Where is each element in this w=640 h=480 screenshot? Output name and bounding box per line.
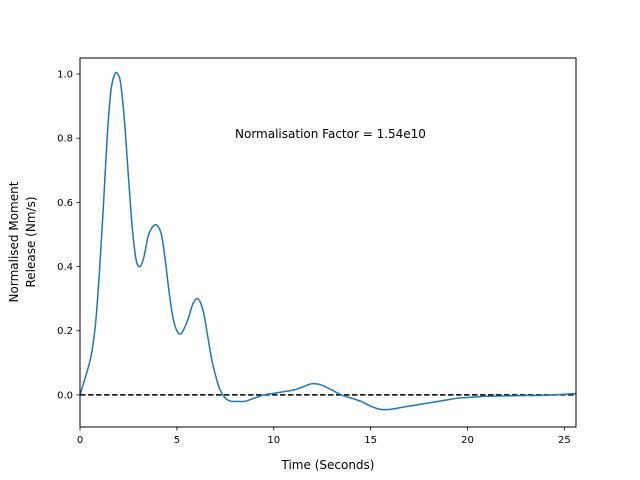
series-line-0	[79, 71, 577, 411]
x-tick-label: 5	[174, 435, 180, 446]
x-tick-label: 20	[461, 435, 474, 446]
plot-area	[80, 58, 576, 427]
y-axis-label-line-2: Release (Nm/s)	[24, 196, 38, 287]
normalisation-annotation: Normalisation Factor = 1.54e10	[235, 127, 426, 141]
y-tick-label: 0.4	[57, 262, 73, 273]
x-tick-label: 0	[77, 435, 83, 446]
y-axis-label-line-1: Normalised Moment	[7, 181, 21, 302]
y-tick-label: 0.2	[57, 326, 73, 337]
x-axis-label: Time (Seconds)	[281, 458, 375, 472]
x-tick-label: 10	[267, 435, 280, 446]
axes-frame	[79, 57, 577, 428]
y-tick-label: 0.8	[57, 134, 73, 145]
x-tick-label: 15	[364, 435, 377, 446]
chart-marks: 0 5 10 15 20 25 0.0 0.2 0.4 0.6 0.8 1.0	[57, 70, 577, 446]
y-tick-label: 0.0	[57, 390, 73, 401]
y-tick-label: 0.6	[57, 198, 73, 209]
x-tick-label: 25	[558, 435, 571, 446]
y-tick-label: 1.0	[57, 70, 73, 81]
